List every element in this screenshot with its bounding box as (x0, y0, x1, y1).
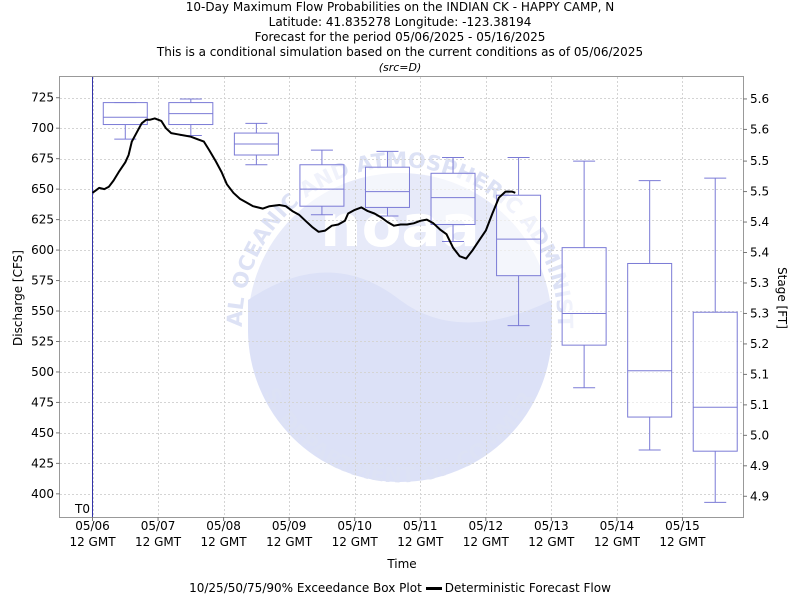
box-plot (299, 149, 345, 216)
x-tick-label-date: 05/15 (665, 519, 700, 533)
y2-tick-label: 5.4 (750, 215, 769, 229)
chart-title: 10-Day Maximum Flow Probabilities on the… (185, 0, 615, 14)
x-tick-label-time: 12 GMT (135, 535, 182, 549)
y-axis-label: Discharge [CFS] (11, 250, 25, 346)
line-series (91, 117, 516, 260)
chart-period: Forecast for the period 05/06/2025 - 05/… (254, 30, 546, 44)
x-tick-label-date: 05/07 (141, 519, 176, 533)
x-tick-label-date: 05/12 (469, 519, 504, 533)
chart-source: (src=D) (378, 61, 422, 74)
y2-tick-label: 5.5 (750, 185, 769, 199)
box-body (430, 172, 476, 225)
x-tick-label-date: 05/14 (600, 519, 635, 533)
y-tick-label: 700 (31, 121, 54, 135)
y2-tick-label: 4.9 (750, 489, 769, 503)
box-body (496, 194, 542, 277)
y-tick-label: 600 (31, 243, 54, 257)
t0-group: T0 (74, 77, 93, 517)
legend-line-label: Deterministic Forecast Flow (444, 581, 611, 595)
box-plot (430, 156, 476, 243)
x-tick-label-time: 12 GMT (69, 535, 116, 549)
x-tick-label-time: 12 GMT (659, 535, 706, 549)
x-axis: 05/06 12 GMT 05/07 12 GMT 05/08 12 GMT 05/09 12… (69, 517, 706, 549)
x-tick-label-time: 12 GMT (332, 535, 379, 549)
t0-label: T0 (74, 502, 90, 516)
y2-tick-label: 5.5 (750, 154, 769, 168)
x-tick-label-time: 12 GMT (528, 535, 575, 549)
box-plot (561, 160, 607, 389)
y2-tick-label: 5.6 (750, 92, 769, 106)
box-plot (102, 102, 148, 140)
x-tick-label-date: 05/06 (75, 519, 110, 533)
x-tick-label-date: 05/09 (272, 519, 307, 533)
box-series (102, 98, 738, 503)
y-tick-label: 625 (31, 213, 54, 227)
y2-tick-label: 5.6 (750, 122, 769, 136)
noaa-watermark: noaa NATIONAL OCEANIC AND ATMOSPHERIC AD… (0, 0, 577, 488)
y-tick-label: 500 (31, 365, 54, 379)
legend-box-label: 10/25/50/75/90% Exceedance Box Plot (189, 581, 422, 595)
y2-tick-label: 5.2 (750, 337, 769, 351)
box-plot (168, 98, 214, 137)
box-plot (364, 150, 410, 217)
y2-axis: 4.9 4.9 5.0 5.1 5.1 5.2 5.3 5.3 5.4 5.4 5.5 5.5 5.6 5… (743, 92, 769, 503)
x-tick-label-date: 05/13 (534, 519, 569, 533)
x-axis-label: Time (386, 557, 416, 571)
box-body (102, 102, 148, 126)
y-tick-label: 525 (31, 334, 54, 348)
y-tick-label: 550 (31, 304, 54, 318)
y-tick-label: 575 (31, 274, 54, 288)
x-tick-label-date: 05/11 (403, 519, 438, 533)
y2-axis-label: Stage [FT] (775, 267, 789, 329)
legend: 10/25/50/75/90% Exceedance Box Plot Deter… (0, 580, 800, 596)
y-tick-label: 400 (31, 487, 54, 501)
y-tick-label: 675 (31, 152, 54, 166)
y2-tick-label: 5.3 (750, 306, 769, 320)
x-tick-label-time: 12 GMT (266, 535, 313, 549)
watermark-wave (248, 272, 552, 482)
box-body (561, 247, 607, 346)
y-tick-label: 450 (31, 426, 54, 440)
x-tick-label-time: 12 GMT (201, 535, 248, 549)
box-plot (692, 177, 738, 503)
box-body (627, 262, 673, 418)
x-tick-label-time: 12 GMT (397, 535, 444, 549)
y-tick-label: 475 (31, 395, 54, 409)
plot-frame (59, 76, 744, 518)
x-tick-label-date: 05/08 (206, 519, 241, 533)
forecast-flow-line (91, 117, 516, 260)
box-body (692, 311, 738, 452)
y2-tick-label: 4.9 (750, 459, 769, 473)
box-plot (233, 122, 279, 166)
y2-tick-label: 5.1 (750, 398, 769, 412)
y-axis: 400 425 450 475 500 525 550 575 600 625 650 675 700 7… (31, 91, 60, 501)
chart-condition-note: This is a conditional simulation based o… (156, 45, 644, 59)
box-plot (627, 180, 673, 451)
y-tick-label: 725 (31, 91, 54, 105)
chart-title-block: 10-Day Maximum Flow Probabilities on the… (0, 0, 800, 75)
y2-tick-label: 5.4 (750, 246, 769, 260)
box-body (364, 166, 410, 208)
x-tick-label-time: 12 GMT (463, 535, 510, 549)
y2-tick-label: 5.0 (750, 428, 769, 442)
x-tick-label-time: 12 GMT (594, 535, 641, 549)
x-tick-label-date: 05/10 (337, 519, 372, 533)
box-plot (496, 156, 542, 327)
legend-line-swatch (425, 587, 442, 590)
y2-tick-label: 5.3 (750, 276, 769, 290)
y-tick-label: 650 (31, 182, 54, 196)
y-tick-label: 425 (31, 456, 54, 470)
chart-location: Latitude: 41.835278 Longitude: -123.3819… (268, 15, 532, 29)
box-body (299, 164, 345, 207)
y2-tick-label: 5.1 (750, 367, 769, 381)
